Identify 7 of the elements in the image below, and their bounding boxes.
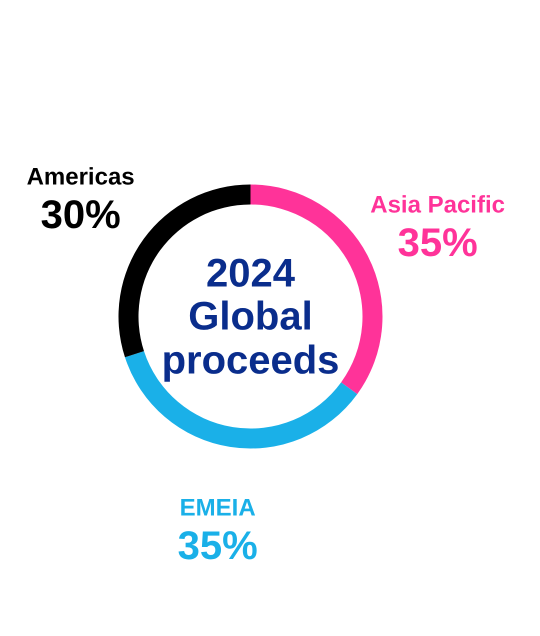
slice-label: Asia Pacific	[370, 192, 505, 219]
slice-label: EMEIA	[180, 494, 256, 522]
data-label: 35%	[398, 221, 478, 266]
data-label: 30%	[40, 193, 121, 238]
text: 2024 Global proceeds	[162, 252, 340, 382]
data-label: 35%	[178, 524, 258, 568]
slice-label: Americas	[26, 164, 135, 191]
